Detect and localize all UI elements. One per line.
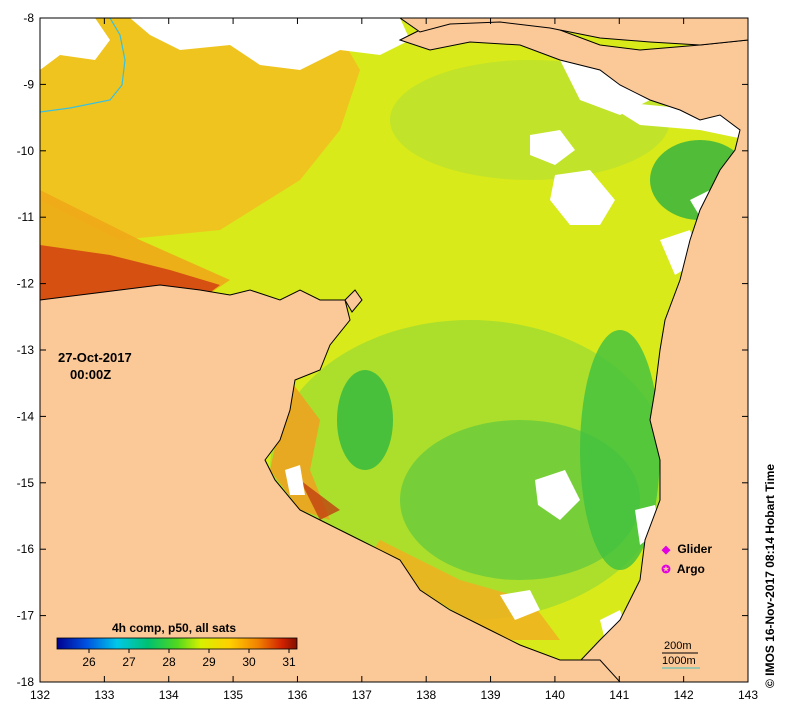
colorbar-ticks: 26 27 28 29 30 31 bbox=[82, 649, 296, 669]
y-tick-label: -17 bbox=[17, 609, 35, 623]
circle-icon: ✪ bbox=[661, 564, 671, 576]
land-island bbox=[344, 289, 363, 313]
x-tick-label: 137 bbox=[352, 688, 372, 702]
legend-argo: ✪ Argo bbox=[658, 562, 705, 576]
depth-label-1000m: 1000m bbox=[662, 655, 696, 667]
sst-gulf-cool-core bbox=[400, 420, 640, 580]
x-tick-label: 135 bbox=[223, 688, 243, 702]
colorbar bbox=[56, 637, 298, 650]
y-axis: -8 -9 -10 -11 -12 -13 -14 -15 -16 -17 -18 bbox=[17, 11, 748, 689]
cloud-patch bbox=[40, 18, 110, 70]
legend-glider-label: Glider bbox=[677, 542, 713, 556]
cloud-patch bbox=[500, 590, 540, 620]
y-tick-label: -18 bbox=[17, 675, 35, 689]
land-cape-york bbox=[398, 18, 748, 682]
cloud-patch bbox=[130, 18, 410, 70]
colorbar-tick-label: 26 bbox=[82, 655, 96, 669]
sst-hot-patch-southwest bbox=[300, 480, 340, 520]
y-tick-label: -11 bbox=[18, 210, 35, 224]
x-tick-label: 133 bbox=[94, 688, 114, 702]
colorbar-tick-label: 27 bbox=[122, 655, 136, 669]
colorbar-tick-label: 28 bbox=[162, 655, 176, 669]
sst-hot-coastal-strip bbox=[40, 245, 220, 300]
colorbar-tick-label: 29 bbox=[202, 655, 216, 669]
depth-label-200m: 200m bbox=[664, 640, 692, 652]
cloud-patch bbox=[535, 470, 580, 520]
cloud-patch bbox=[285, 465, 305, 495]
colorbar-tick-label: 30 bbox=[242, 655, 256, 669]
y-tick-label: -13 bbox=[17, 343, 35, 357]
x-tick-label: 142 bbox=[674, 688, 694, 702]
sst-west-cool-patch bbox=[337, 370, 393, 470]
x-tick-label: 140 bbox=[545, 688, 565, 702]
y-tick-label: -9 bbox=[23, 77, 34, 91]
y-tick-label: -10 bbox=[17, 144, 35, 158]
colorbar-title: 4h comp, p50, all sats bbox=[112, 621, 237, 635]
date-label: 27-Oct-2017 bbox=[58, 350, 132, 365]
x-tick-label: 132 bbox=[30, 688, 50, 702]
legend-glider: ◆ Glider bbox=[658, 542, 712, 556]
y-tick-label: -14 bbox=[17, 409, 35, 423]
y-tick-label: -8 bbox=[23, 11, 34, 25]
colorbar-tick-label: 31 bbox=[282, 655, 296, 669]
x-tick-label: 138 bbox=[416, 688, 436, 702]
y-tick-label: -15 bbox=[17, 476, 35, 490]
credit-text: © IMOS 16-Nov-2017 08:14 Hobart Time bbox=[763, 463, 777, 688]
land-northern-territory bbox=[40, 284, 621, 682]
time-label: 00:00Z bbox=[70, 367, 112, 382]
legend-argo-label: Argo bbox=[676, 562, 705, 576]
x-tick-label: 141 bbox=[609, 688, 629, 702]
cloud-patch bbox=[635, 505, 660, 545]
diamond-icon: ◆ bbox=[661, 544, 671, 556]
y-tick-label: -16 bbox=[17, 542, 35, 556]
river-line bbox=[40, 18, 126, 113]
x-tick-label: 136 bbox=[287, 688, 307, 702]
y-tick-label: -12 bbox=[17, 277, 35, 291]
x-tick-label: 143 bbox=[738, 688, 758, 702]
cloud-patch bbox=[530, 130, 575, 165]
sst-warm-region-northwest bbox=[40, 18, 360, 240]
cloud-patch bbox=[550, 170, 615, 225]
land-new-guinea bbox=[399, 18, 748, 46]
x-axis: 132 133 134 135 136 137 138 139 140 141 142 143 bbox=[30, 18, 758, 702]
x-tick-label: 134 bbox=[159, 688, 179, 702]
x-tick-label: 139 bbox=[481, 688, 501, 702]
